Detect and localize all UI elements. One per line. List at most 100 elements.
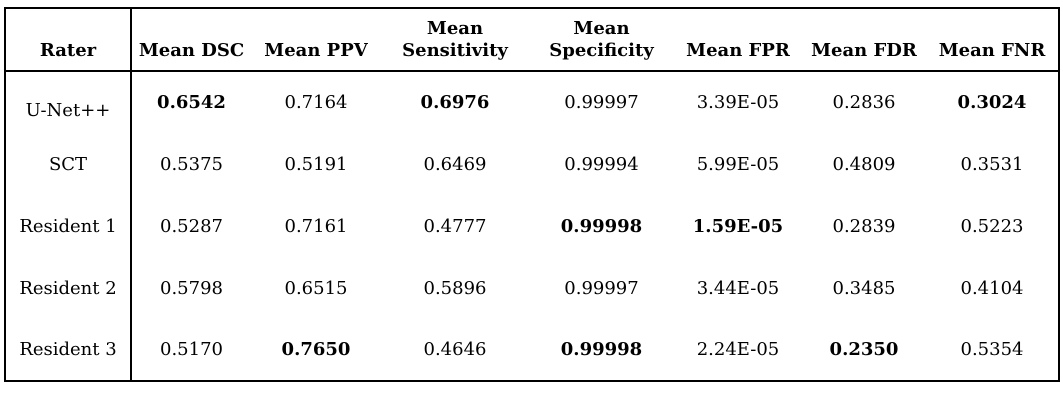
rater-cell: Resident 1 [5, 195, 132, 257]
value-cell: 0.99994 [529, 133, 674, 195]
column-header-rater: Rater [5, 8, 132, 71]
column-header-mean-specificity: Mean Specificity [529, 8, 674, 71]
value-cell: 3.44E-05 [674, 257, 802, 319]
value-text: 3.39E-05 [696, 92, 780, 113]
value-text: 0.3485 [832, 277, 896, 299]
value-cell: 0.7650 [251, 319, 381, 381]
value-cell: 0.4777 [381, 195, 529, 257]
column-header-label: Mean DSC [138, 40, 245, 62]
table-header: Rater Mean DSC Mean PPV Mean Sensitivity Mea… [5, 8, 1059, 71]
column-header-label: Mean Sensitivity [402, 18, 508, 62]
value-cell: 0.3485 [802, 257, 926, 319]
value-cell: 0.99997 [529, 257, 674, 319]
rater-cell: Resident 2 [5, 257, 132, 319]
value-text: 0.4104 [960, 277, 1024, 299]
value-text: 0.6542 [157, 92, 226, 113]
value-cell: 0.7164 [251, 71, 381, 133]
column-header-mean-ppv: Mean PPV [251, 8, 381, 71]
value-text: 2.24E-05 [696, 339, 780, 360]
value-cell: 0.2836 [802, 71, 926, 133]
value-text: 0.99998 [560, 339, 643, 360]
value-cell: 0.5191 [251, 133, 381, 195]
value-text: 0.99994 [564, 153, 639, 175]
value-text: 0.2350 [829, 339, 899, 360]
table-row-u-net: U-Net++ 0.6542 0.7164 0.6976 0.99997 3.39E-05… [5, 71, 1059, 133]
table-row-sct: SCT 0.5375 0.5191 0.6469 0.99994 5.99E-05 0.48… [5, 133, 1059, 195]
value-text: 0.4777 [423, 215, 487, 237]
rater-metrics-table-container: Rater Mean DSC Mean PPV Mean Sensitivity Mea… [4, 7, 1060, 382]
value-cell: 0.5170 [131, 319, 251, 381]
value-cell: 0.6542 [131, 71, 251, 133]
rater-label: Resident 2 [19, 277, 117, 299]
column-header-mean-sensitivity: Mean Sensitivity [381, 8, 529, 71]
table-body: U-Net++ 0.6542 0.7164 0.6976 0.99997 3.39E-05… [5, 71, 1059, 381]
value-cell: 0.99998 [529, 195, 674, 257]
value-cell: 0.5375 [131, 133, 251, 195]
value-cell: 3.39E-05 [674, 71, 802, 133]
column-header-mean-fdr: Mean FDR [802, 8, 926, 71]
value-text: 0.5170 [160, 339, 223, 360]
rater-label: SCT [48, 153, 88, 175]
value-text: 0.4809 [832, 153, 896, 175]
value-cell: 0.7161 [251, 195, 381, 257]
value-text: 0.5354 [960, 339, 1024, 360]
value-text: 0.99997 [564, 277, 639, 299]
value-text: 0.6469 [423, 153, 487, 175]
column-header-label: Mean PPV [264, 40, 368, 62]
value-cell: 0.2839 [802, 195, 926, 257]
value-text: 3.44E-05 [696, 277, 780, 299]
value-text: 0.5798 [160, 277, 223, 299]
column-header-label: Mean FNR [938, 40, 1046, 62]
value-cell: 0.2350 [802, 319, 926, 381]
rater-cell: Resident 3 [5, 319, 132, 381]
column-header-label: Rater [39, 40, 97, 62]
value-cell: 0.6976 [381, 71, 529, 133]
value-text: 0.3024 [957, 92, 1027, 113]
value-cell: 1.59E-05 [674, 195, 802, 257]
column-header-label: Mean Specificity [549, 18, 654, 62]
value-text: 0.3531 [960, 153, 1024, 175]
value-cell: 0.4646 [381, 319, 529, 381]
value-text: 0.5896 [423, 277, 487, 299]
rater-metrics-table: Rater Mean DSC Mean PPV Mean Sensitivity Mea… [4, 7, 1060, 382]
value-cell: 2.24E-05 [674, 319, 802, 381]
value-text: 0.2839 [832, 215, 896, 237]
value-text: 0.5191 [284, 153, 348, 175]
value-cell: 0.5896 [381, 257, 529, 319]
value-cell: 0.3024 [926, 71, 1059, 133]
value-cell: 5.99E-05 [674, 133, 802, 195]
value-cell: 0.5287 [131, 195, 251, 257]
value-cell: 0.5798 [131, 257, 251, 319]
value-cell: 0.4809 [802, 133, 926, 195]
rater-cell: U-Net++ [5, 71, 132, 133]
value-text: 0.6976 [420, 92, 490, 113]
rater-label: Resident 3 [19, 339, 117, 360]
rater-label: U-Net++ [25, 100, 111, 121]
value-text: 0.7650 [281, 339, 351, 360]
value-text: 0.5375 [160, 153, 223, 175]
table-row-resident-1: Resident 1 0.5287 0.7161 0.4777 0.99998 1.59E… [5, 195, 1059, 257]
value-cell: 0.99998 [529, 319, 674, 381]
rater-cell: SCT [5, 133, 132, 195]
value-cell: 0.6469 [381, 133, 529, 195]
value-text: 0.99997 [564, 92, 639, 113]
value-text: 0.6515 [284, 277, 348, 299]
table-row-resident-3: Resident 3 0.5170 0.7650 0.4646 0.99998 2.24E… [5, 319, 1059, 381]
value-cell: 0.3531 [926, 133, 1059, 195]
rater-label: Resident 1 [19, 215, 117, 237]
column-header-mean-fpr: Mean FPR [674, 8, 802, 71]
value-text: 0.2836 [832, 92, 896, 113]
value-text: 0.4646 [423, 339, 487, 360]
value-cell: 0.6515 [251, 257, 381, 319]
value-cell: 0.4104 [926, 257, 1059, 319]
value-text: 0.5287 [160, 215, 223, 237]
value-cell: 0.5354 [926, 319, 1059, 381]
header-row: Rater Mean DSC Mean PPV Mean Sensitivity Mea… [5, 8, 1059, 71]
column-header-label: Mean FDR [811, 40, 917, 62]
value-cell: 0.99997 [529, 71, 674, 133]
value-text: 5.99E-05 [696, 153, 780, 175]
value-text: 0.99998 [560, 215, 643, 237]
column-header-mean-dsc: Mean DSC [131, 8, 251, 71]
value-text: 1.59E-05 [692, 215, 784, 237]
column-header-label: Mean FPR [686, 40, 790, 62]
